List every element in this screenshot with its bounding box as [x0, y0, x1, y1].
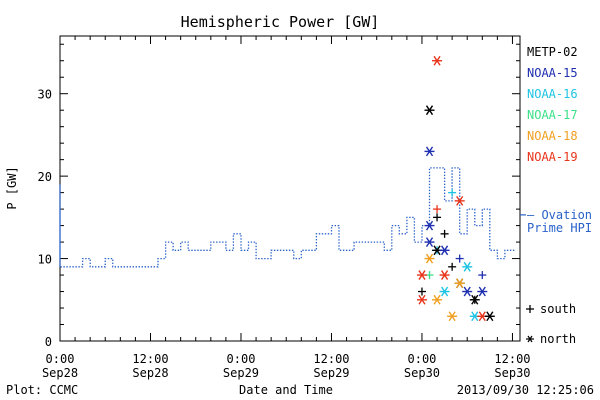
- y-tick-label: 0: [45, 335, 52, 349]
- x-tick-label-date: Sep30: [404, 366, 440, 380]
- symbol-key: south north: [526, 302, 576, 346]
- south-marker: [455, 254, 464, 263]
- y-tick-label: 30: [38, 88, 52, 102]
- x-tick-label-date: Sep30: [494, 366, 530, 380]
- ovation-step-line: [59, 167, 516, 268]
- south-marker: [448, 262, 457, 271]
- plot-axes: [59, 35, 521, 342]
- north-marker: [462, 261, 473, 272]
- north-marker: [432, 294, 443, 305]
- north-marker: [416, 270, 427, 280]
- north-marker: [469, 294, 480, 305]
- x-ticks: 0:00Sep2812:00Sep280:00Sep2912:00Sep290:…: [42, 36, 531, 380]
- footer-credit: Plot: CCMC: [6, 383, 78, 397]
- north-marker: [477, 286, 488, 297]
- x-tick-label-time: 0:00: [227, 352, 256, 366]
- x-tick-label-time: 12:00: [313, 352, 349, 366]
- north-marker: [424, 220, 435, 231]
- south-marker: [417, 287, 426, 296]
- north-marker: [447, 311, 458, 322]
- north-marker: [439, 286, 450, 297]
- key-north-symbol: [526, 335, 534, 343]
- north-marker: [462, 286, 473, 297]
- north-marker: [424, 105, 435, 116]
- footer-xlabel: Date and Time: [239, 383, 333, 397]
- x-tick-label-date: Sep29: [313, 366, 349, 380]
- satellite-markers: [416, 55, 495, 322]
- x-tick-label-date: Sep28: [132, 366, 168, 380]
- south-marker: [433, 205, 442, 214]
- north-marker: [439, 270, 450, 280]
- north-marker: [439, 245, 450, 256]
- x-tick-label-time: 12:00: [132, 352, 168, 366]
- north-marker: [424, 146, 435, 157]
- south-marker: [448, 188, 457, 197]
- chart-title: Hemispheric Power [GW]: [181, 13, 380, 31]
- x-tick-label-date: Sep29: [223, 366, 259, 380]
- x-tick-label-date: Sep28: [42, 366, 78, 380]
- north-marker: [484, 311, 495, 322]
- north-marker: [416, 294, 427, 305]
- y-axis-label: P [GW]: [5, 166, 19, 209]
- legend-entry: METP-02: [527, 45, 578, 59]
- key-label: north: [540, 332, 576, 346]
- legend-entry: NOAA-19: [527, 150, 578, 164]
- south-marker: [440, 229, 449, 238]
- north-marker: [454, 195, 465, 206]
- ovation-series: [59, 167, 526, 268]
- ovation-label-line2: Prime HPI: [527, 221, 592, 235]
- legend-entry: NOAA-16: [527, 87, 578, 101]
- y-tick-label: 20: [38, 170, 52, 184]
- legend-entry: NOAA-15: [527, 66, 578, 80]
- plot-frame: [59, 35, 521, 342]
- legend-entry: NOAA-17: [527, 108, 578, 122]
- ovation-label-line1: – Ovation: [527, 208, 592, 222]
- key-label: south: [540, 302, 576, 316]
- north-marker: [454, 278, 465, 289]
- south-marker: [478, 271, 487, 280]
- north-marker: [424, 253, 435, 264]
- north-marker: [424, 237, 435, 247]
- x-tick-label-time: 0:00: [408, 352, 437, 366]
- key-south-symbol: [526, 305, 534, 313]
- legend-entry: NOAA-18: [527, 129, 578, 143]
- y-tick-label: 10: [38, 253, 52, 267]
- x-tick-label-time: 12:00: [494, 352, 530, 366]
- x-tick-label-time: 0:00: [46, 352, 75, 366]
- legend: METP-02 NOAA-15 NOAA-16 NOAA-17 NOAA-18 NOAA-…: [527, 45, 578, 164]
- south-marker: [433, 213, 442, 222]
- north-marker: [432, 55, 443, 66]
- y-ticks: 0 10 20 30: [38, 43, 520, 349]
- footer-timestamp: 2013/09/30 12:25:06: [457, 383, 594, 397]
